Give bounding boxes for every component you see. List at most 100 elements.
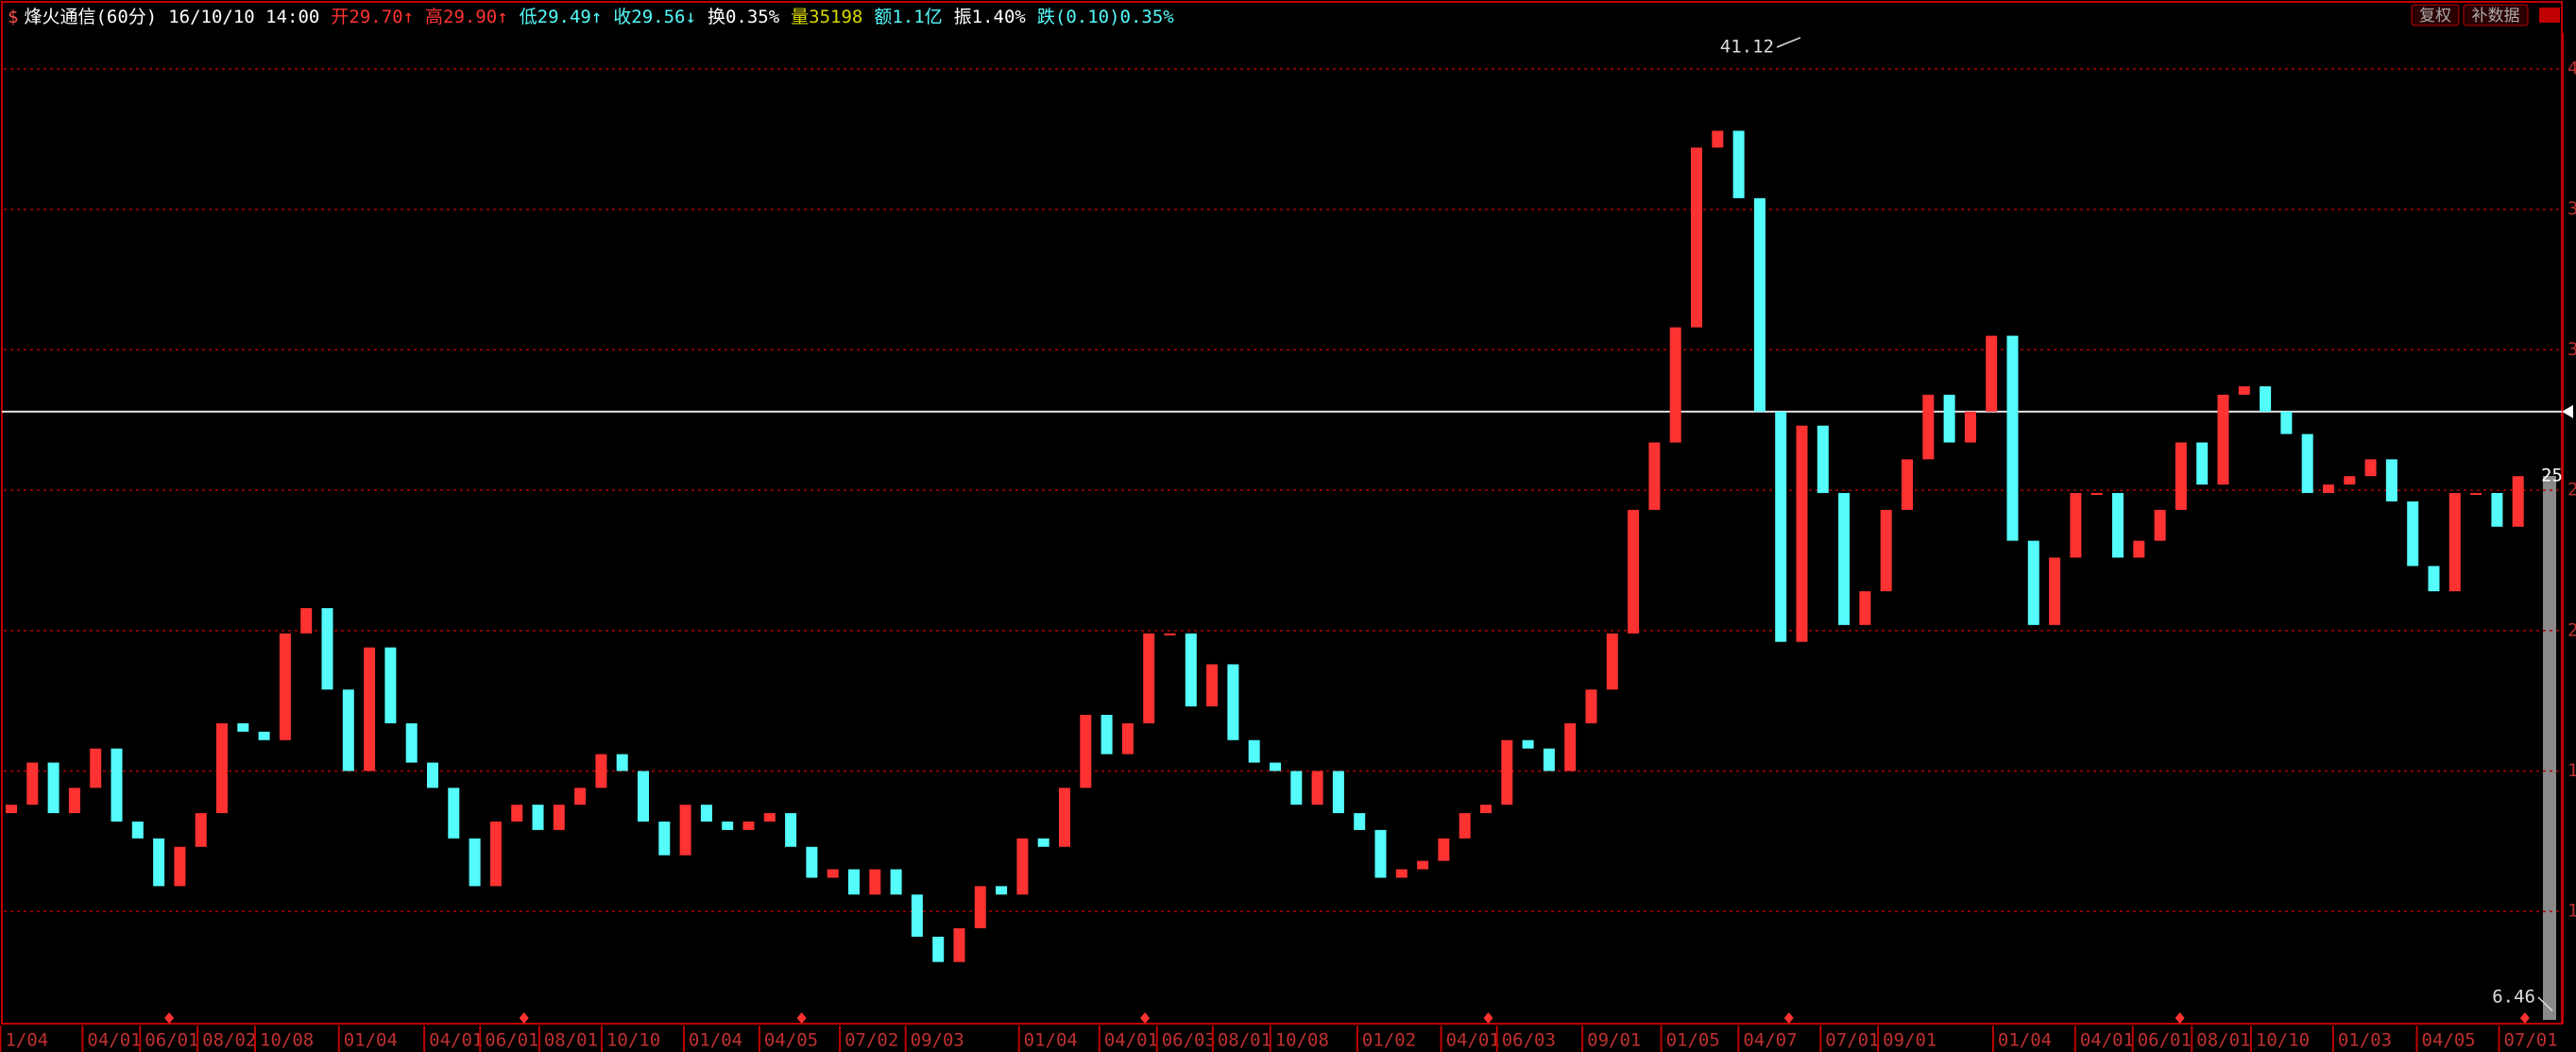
- x-tick-label: 06/01: [485, 1030, 538, 1051]
- candle-body: [1606, 633, 1618, 690]
- candle-body: [2006, 335, 2019, 541]
- candle-body: [1817, 425, 1829, 494]
- candle-body: [1964, 411, 1976, 443]
- candle-body: [1628, 509, 1640, 634]
- y-tick-label: 15: [2567, 760, 2576, 781]
- candle-body: [90, 748, 102, 789]
- candle-body: [2090, 493, 2103, 496]
- y-tick-label: 25: [2567, 480, 2576, 501]
- icon[interactable]: [2539, 8, 2560, 23]
- candle-body: [2512, 476, 2524, 527]
- candle-body: [237, 722, 249, 732]
- annotation-label: 41.12: [1720, 37, 1774, 58]
- candle-body: [1732, 130, 1745, 198]
- candle-body: [111, 748, 123, 822]
- x-tick-label: 04/01: [429, 1030, 483, 1051]
- candle-body: [953, 927, 965, 962]
- y-tick-label: 40: [2567, 59, 2576, 79]
- side-bar: [2543, 476, 2556, 1020]
- x-tick-label: 08/01: [2196, 1030, 2250, 1051]
- button[interactable]: [2411, 4, 2460, 26]
- candle-body: [1501, 739, 1513, 806]
- candle-body: [848, 869, 860, 895]
- candle-body: [785, 813, 797, 847]
- candle-body: [1206, 664, 1219, 707]
- candle-body: [722, 821, 734, 830]
- y-tick-label: 30: [2567, 339, 2576, 360]
- y-tick-label: 20: [2567, 619, 2576, 640]
- year-marker: [2519, 1012, 2530, 1024]
- y-tick-label: 10: [2567, 901, 2576, 922]
- candle-body: [742, 821, 755, 830]
- candle-body: [195, 813, 207, 847]
- candle-body: [763, 813, 776, 822]
- x-tick-label: 1/04: [5, 1030, 48, 1051]
- x-tick-label: 06/03: [1502, 1030, 1556, 1051]
- candle-body: [2301, 433, 2313, 494]
- candle-body: [2217, 394, 2229, 485]
- header-field: 跌(0.10)0.35%: [1037, 7, 1174, 27]
- x-tick-label: 01/02: [1362, 1030, 1416, 1051]
- x-tick-label: 01/03: [2338, 1030, 2392, 1051]
- x-tick-label: 10/08: [1275, 1030, 1329, 1051]
- candle-body: [2133, 540, 2145, 558]
- candle-body: [1943, 394, 1955, 443]
- candle-body: [1922, 394, 1935, 460]
- candle-body: [911, 894, 923, 937]
- x-tick-label: 01/04: [1024, 1030, 1078, 1051]
- candle-body: [658, 821, 671, 856]
- x-tick-label: 04/05: [764, 1030, 818, 1051]
- x-tick-label: 06/01: [145, 1030, 198, 1051]
- candle-body: [131, 821, 144, 839]
- candle-body: [1669, 327, 1681, 443]
- candle-body: [26, 762, 39, 806]
- x-tick-label: 07/01: [2503, 1030, 2557, 1051]
- x-tick-label: 04/01: [2080, 1030, 2134, 1051]
- candle-body: [1311, 771, 1323, 806]
- candle-body: [996, 886, 1008, 895]
- candle-body: [1522, 739, 1534, 749]
- button[interactable]: [2463, 4, 2529, 26]
- candle-body: [574, 788, 587, 806]
- candle-body: [2027, 540, 2039, 625]
- button-label[interactable]: 复权: [2419, 7, 2451, 25]
- candle-body: [1290, 771, 1303, 806]
- x-tick-label: 04/01: [1446, 1030, 1500, 1051]
- year-marker: [1140, 1012, 1151, 1024]
- x-tick-label: 08/01: [1218, 1030, 1271, 1051]
- candle-body: [1543, 748, 1555, 772]
- candle-body: [1248, 739, 1260, 763]
- candle-body: [806, 846, 818, 878]
- candle-body: [1143, 633, 1155, 723]
- candle-body: [1227, 664, 1239, 740]
- x-tick-label: 10/10: [606, 1030, 660, 1051]
- candle-body: [1838, 493, 1851, 625]
- candle-body: [1459, 813, 1471, 839]
- candle-body: [2280, 411, 2293, 434]
- crosshair-marker: [2562, 404, 2573, 418]
- x-tick-label: 01/04: [344, 1030, 398, 1051]
- candle-body: [1374, 829, 1387, 878]
- x-tick-label: 07/02: [844, 1030, 898, 1051]
- candle-body: [2428, 566, 2440, 592]
- header-field: $: [8, 7, 18, 27]
- candle-body: [2323, 484, 2334, 494]
- candle-body: [1859, 591, 1871, 625]
- header-field: 量35198: [791, 7, 862, 27]
- candle-body: [616, 754, 628, 772]
- candle-body: [1016, 838, 1029, 895]
- candle-body: [1438, 838, 1450, 861]
- candle-body: [489, 821, 502, 887]
- annotation-leader: [1776, 37, 1801, 48]
- year-marker: [796, 1012, 807, 1024]
- candle-body: [2448, 493, 2461, 592]
- x-tick-label: 09/01: [1587, 1030, 1641, 1051]
- candle-body: [1648, 442, 1661, 510]
- candle-body: [1712, 130, 1724, 148]
- candle-body: [1417, 860, 1429, 870]
- candle-body: [679, 805, 691, 856]
- x-tick-label: 06/01: [2138, 1030, 2192, 1051]
- candle-body: [2491, 493, 2503, 527]
- button-label[interactable]: 补数据: [2472, 7, 2520, 25]
- year-marker: [1483, 1012, 1493, 1024]
